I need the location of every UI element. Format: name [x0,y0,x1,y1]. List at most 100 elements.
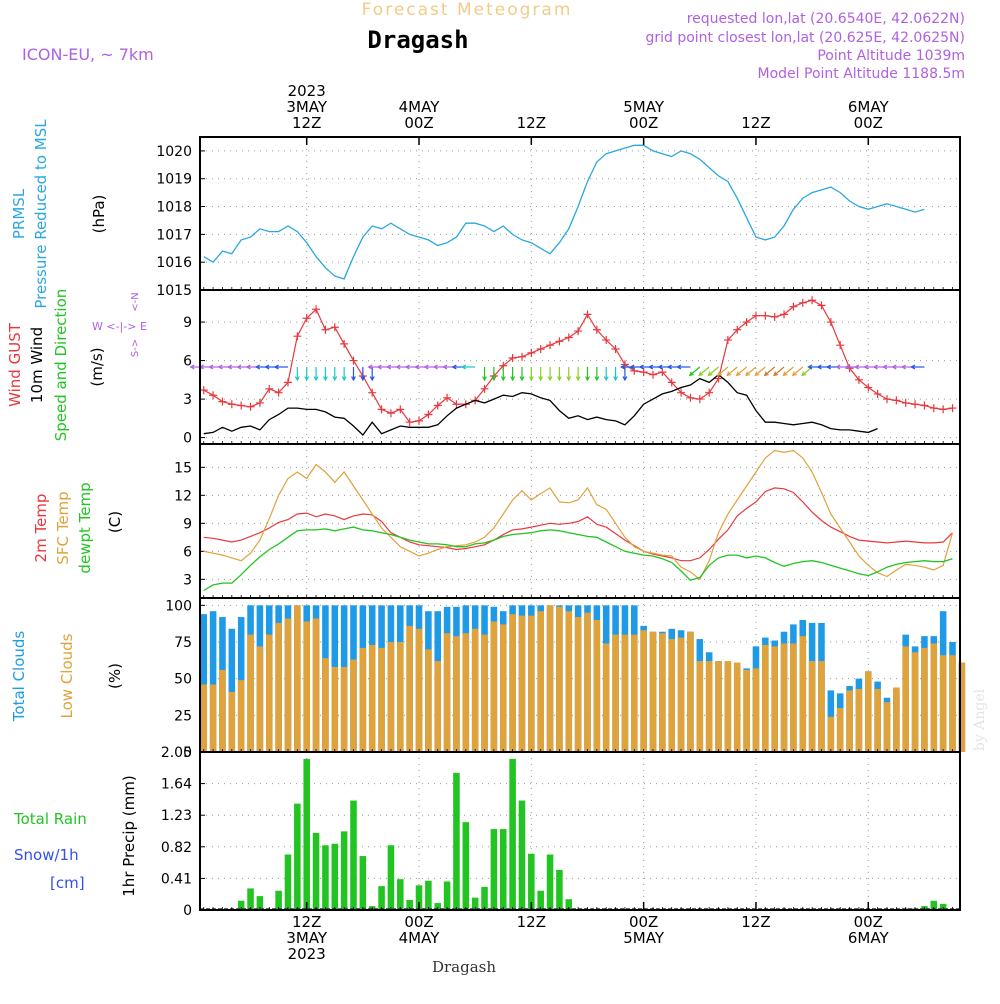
rain-bar [509,758,516,910]
y-tick-label: 1015 [156,283,192,299]
rain-bar [247,888,254,910]
low-cloud-bar [425,649,432,752]
y-tick-label: 25 [174,708,192,724]
gust-marker [901,398,910,407]
requested-coords: requested lon,lat (20.6540E, 42.0622N) [687,11,965,27]
wind-arrow-head [264,364,270,370]
gust-marker [574,327,583,336]
gust-marker [237,401,246,410]
gust-marker [677,388,686,397]
gust-marker [340,339,349,348]
gust-marker [911,400,920,409]
rain-bar [499,829,507,910]
gust-marker [255,398,264,407]
gridpoint-coords: grid point closest lon,lat (20.625E, 42.… [645,30,965,46]
gust-marker [695,395,704,404]
low-cloud-bar [640,630,647,752]
rain-bar [528,853,535,910]
low-cloud-bar [949,655,956,752]
gust-marker [836,341,845,350]
gust-marker [199,386,208,395]
rain-bar [481,886,488,910]
wind-arrow-head [451,364,457,370]
gust-marker [377,405,386,414]
gust-marker [948,404,957,413]
wind-arrow [783,366,794,376]
rain-bar [443,881,451,910]
gust-marker [368,388,377,397]
gust-marker [920,401,929,410]
low-cloud-bar [471,628,479,752]
gust-marker [939,405,948,414]
low-cloud-bar [818,661,825,752]
wind-arrow-head [351,376,356,382]
low-cloud-bar [939,655,947,752]
rain-bar [930,900,938,910]
wind-arrow [792,366,804,376]
ylabel-clouds-1: Low Clouds [58,633,76,718]
wind-arrow-head [208,364,214,370]
bottom-time-label: 4MAY [399,929,441,947]
top-time-label: 5MAY [623,98,665,116]
ylabel-temp-0: 2m Temp [32,494,50,563]
top-time-label: 00Z [629,114,658,132]
wind-arrow-head [404,364,410,370]
low-cloud-bar [481,634,488,752]
low-cloud-bar [434,661,442,752]
compass-s: S-> [130,339,141,357]
gust-marker [826,318,835,327]
rain-bar [340,831,348,910]
gust-marker [452,400,461,409]
bottom-time-label: 6MAY [848,929,890,947]
top-time-label: 12Z [292,114,321,132]
gust-marker [892,396,901,405]
gust-marker [330,323,339,332]
low-cloud-bar [724,661,732,752]
wind-arrow-head [414,364,420,370]
wind-arrow-head [844,364,850,370]
y-tick-label: 6 [183,354,192,370]
gust-marker [349,356,358,365]
bottom-time-label: 12Z [517,913,546,931]
panel-4: 0 25 50 75 100 Total Clouds Low Clouds (%) [10,598,966,761]
wind-arrow-head [754,371,760,377]
wind-arrow-head [226,364,232,370]
low-cloud-bar [406,625,413,752]
y-tick-label: 12 [174,488,192,504]
ylabel-prmsl-desc: Pressure Reduced to MSL [32,119,50,309]
y-tick-label: 2.05 [161,745,192,761]
wind-arrow-head [566,376,572,382]
wind-arrow-head [825,364,831,370]
rain-bar [565,899,573,910]
low-cloud-bar [219,669,226,752]
rain-bar [331,843,339,910]
ylabel-prmsl: PRMSL [10,188,28,239]
series-10m-wind [203,373,878,436]
wind-arrow [764,366,776,376]
gust-marker [751,311,760,320]
top-time-label: 6MAY [848,98,890,116]
wind-arrow-head [332,376,338,382]
low-cloud-bar [359,647,367,752]
low-cloud-bar [687,631,694,752]
wind-arrow-head [376,364,382,370]
rain-bar [303,758,310,910]
wind-arrow-head [217,364,223,370]
gust-marker [658,368,667,377]
wind-arrow-head [882,364,888,370]
gust-marker [209,391,218,400]
rain-bar [453,772,460,910]
low-cloud-bar [537,611,544,752]
bottom-time-label: 5MAY [623,929,665,947]
wind-arrow [726,366,738,376]
ylabel-temp-2: dewpt Temp [76,482,94,573]
wind-arrow-head [360,376,366,382]
gust-marker [723,336,732,345]
panel-5: 0 0.41 0.82 1.23 1.64 2.05 Total Rain Snow/1h [c… [13,745,960,919]
wind-arrow-head [369,376,375,382]
low-cloud-bar [668,639,675,752]
gust-marker [864,383,873,392]
wind-arrow-head [386,364,392,370]
wind-arrow-head [676,364,682,370]
